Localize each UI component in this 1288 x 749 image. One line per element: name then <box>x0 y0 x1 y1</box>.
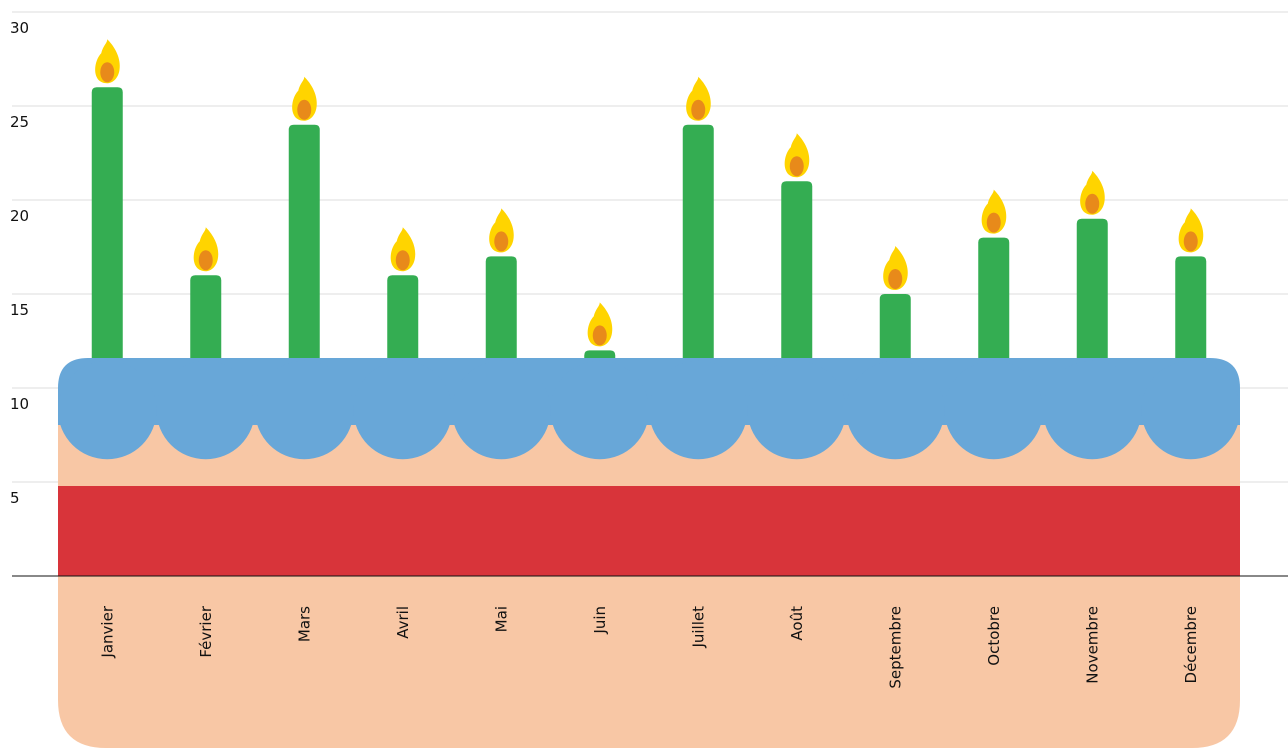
x-tick-label: Mars <box>295 606 313 642</box>
page: 5 10 15 20 25 30 Janvier Février Mars Avril Mai Ju… <box>0 0 1288 749</box>
candle <box>289 125 320 358</box>
flame-core <box>987 213 1001 233</box>
cake <box>58 400 1240 748</box>
candle <box>387 275 418 358</box>
frosting-scallop <box>1142 361 1241 460</box>
frosting-scallop <box>354 361 453 460</box>
x-tick-label: Avril <box>394 606 412 639</box>
frosting-scallop <box>748 361 847 460</box>
flame-core <box>199 250 213 270</box>
y-tick-label: 10 <box>10 395 29 413</box>
y-tick-label: 30 <box>10 19 29 37</box>
candle <box>1175 256 1206 358</box>
flame-core <box>494 231 508 251</box>
flame-core <box>790 156 804 176</box>
y-tick-label: 20 <box>10 207 29 225</box>
frosting-scallop <box>255 361 354 460</box>
candle <box>190 275 221 358</box>
x-tick-label: Août <box>788 606 806 641</box>
candle <box>978 238 1009 358</box>
x-tick-label: Décembre <box>1182 606 1200 683</box>
x-tick-label: Octobre <box>985 606 1003 666</box>
candles <box>92 39 1207 358</box>
y-tick-label: 5 <box>10 489 20 507</box>
frosting-scallop <box>58 361 157 460</box>
frosting-scallop <box>157 361 256 460</box>
x-tick-label: Novembre <box>1083 606 1101 684</box>
x-tick-label: Juillet <box>689 606 707 649</box>
candle <box>92 87 123 358</box>
flame-core <box>1085 194 1099 214</box>
cake-layer <box>58 486 1240 576</box>
x-tick-label: Mai <box>492 606 510 632</box>
y-tick-label: 15 <box>10 301 29 319</box>
y-tick-label: 25 <box>10 113 29 131</box>
flame-core <box>297 100 311 120</box>
frosting-scallop <box>1043 361 1142 460</box>
frosting-scallop <box>846 361 945 460</box>
x-tick-label: Février <box>197 605 215 657</box>
x-tick-label: Septembre <box>886 606 904 689</box>
flame-core <box>1184 231 1198 251</box>
candle <box>683 125 714 358</box>
flame-core <box>593 325 607 345</box>
flame-core <box>691 100 705 120</box>
candle <box>486 256 517 358</box>
candle <box>584 350 615 358</box>
x-tick-label: Juin <box>591 606 609 635</box>
candle <box>1077 219 1108 358</box>
candle <box>880 294 911 358</box>
frosting-scallop <box>551 361 650 460</box>
frosting-scallop <box>452 361 551 460</box>
frosting-scallop <box>649 361 748 460</box>
frosting-scallop <box>945 361 1044 460</box>
flame-core <box>888 269 902 289</box>
x-tick-label: Janvier <box>98 605 116 658</box>
chart: 5 10 15 20 25 30 Janvier Février Mars Avril Mai Ju… <box>0 0 1288 749</box>
candle <box>781 181 812 358</box>
flame-core <box>100 62 114 82</box>
flame-core <box>396 250 410 270</box>
